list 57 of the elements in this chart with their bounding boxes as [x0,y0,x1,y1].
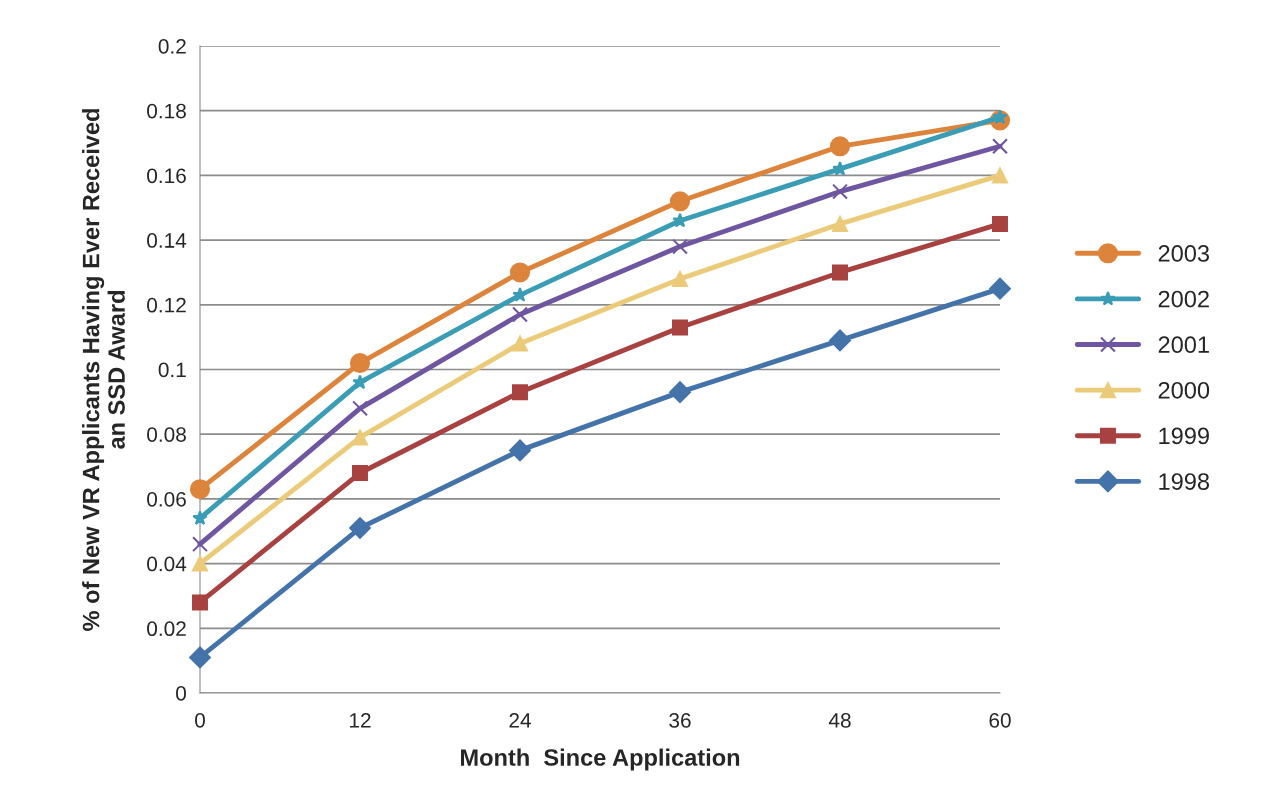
point [669,191,691,212]
point [512,306,528,323]
point [509,262,531,283]
point [189,479,211,500]
y-tick-label: 0.14 [147,233,187,248]
y-tick-label: 0 [176,686,186,701]
point [192,555,208,572]
x-tick-label: 12 [350,712,371,728]
x-tick-label: 0 [195,712,205,728]
point [512,287,528,302]
point [829,136,851,157]
y-tick-label: 0.02 [147,621,186,637]
point [989,277,1011,300]
y-tick-label: 0.18 [147,103,186,119]
point [672,238,688,255]
y-tick-label: 0.16 [147,168,186,184]
point [512,335,528,352]
point [349,517,371,539]
y-tick-label: 0.2 [158,39,186,54]
point [192,536,208,553]
y-tick-label: 0.04 [147,556,187,572]
point [189,646,211,669]
y-axis-title: % of New VR Applicants Having Ever Received an SSD Award [82,109,125,631]
point [509,439,531,462]
point [352,374,368,390]
y-tick-label: 0.1 [158,362,186,378]
x-tick-label: 48 [828,712,851,728]
point [672,270,688,287]
point [992,167,1008,184]
point [352,400,368,417]
point [352,465,368,481]
point [829,329,851,352]
legend-label: 1998 [1159,473,1210,490]
point [349,352,371,374]
y-tick-label: 0.08 [147,427,186,442]
x-tick-label: 24 [509,712,531,728]
legend-label: 2002 [1158,290,1209,308]
point [192,594,208,611]
legend-label: 2000 [1158,381,1210,399]
point [669,381,691,404]
point [992,138,1008,155]
legend-label: 2003 [1158,245,1210,262]
point [512,384,528,401]
point [992,215,1008,232]
point [192,510,208,525]
x-tick-label: 60 [989,712,1011,728]
point [352,429,368,446]
legend-label: 2001 [1158,336,1209,354]
y-tick-label: 0.12 [147,297,186,313]
x-tick-label: 36 [669,712,691,728]
y-tick-label: 0.06 [147,491,186,507]
x-axis-title: Month Since Application [461,748,740,771]
point [832,215,848,232]
point [832,264,848,281]
point [672,319,688,336]
legend-label: 1999 [1159,427,1209,445]
point [832,183,848,200]
